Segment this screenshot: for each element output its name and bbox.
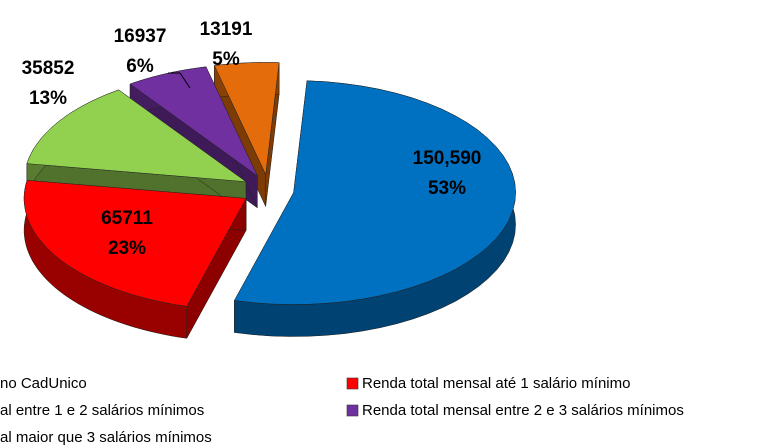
slice [129, 66, 258, 177]
slice [234, 80, 516, 305]
legend-swatch [346, 404, 359, 417]
pie [23, 62, 516, 339]
legend: no CadUnico Renda total mensal até 1 salá… [0, 375, 684, 446]
slice [26, 89, 247, 183]
legend-label: no CadUnico [0, 375, 87, 392]
value-label: 150,590 [413, 148, 482, 169]
value-label: 16937 [114, 26, 167, 47]
percent-label: 53% [428, 178, 466, 199]
percent-label: 13% [29, 88, 67, 109]
legend-swatch [346, 377, 359, 390]
slice [23, 180, 247, 307]
legend-label: Renda total mensal até 1 salário mínimo [362, 375, 630, 392]
percent-label: 23% [108, 238, 146, 259]
percent-label: 5% [212, 49, 240, 70]
percent-label: 6% [126, 56, 154, 77]
value-label: 65711 [101, 208, 153, 229]
legend-label: al entre 1 e 2 salários mínimos [0, 402, 204, 419]
legend-label: Renda total mensal entre 2 e 3 salários … [362, 402, 684, 419]
value-label: 13191 [200, 19, 253, 40]
legend-label: al maior que 3 salários mínimos [0, 429, 212, 446]
leader-line [168, 72, 191, 89]
value-label: 35852 [22, 58, 75, 79]
slice [214, 62, 280, 176]
data-labels: 150,590 53% 65711 23% 35852 13% 16937 6% 13191 5% [22, 19, 482, 259]
